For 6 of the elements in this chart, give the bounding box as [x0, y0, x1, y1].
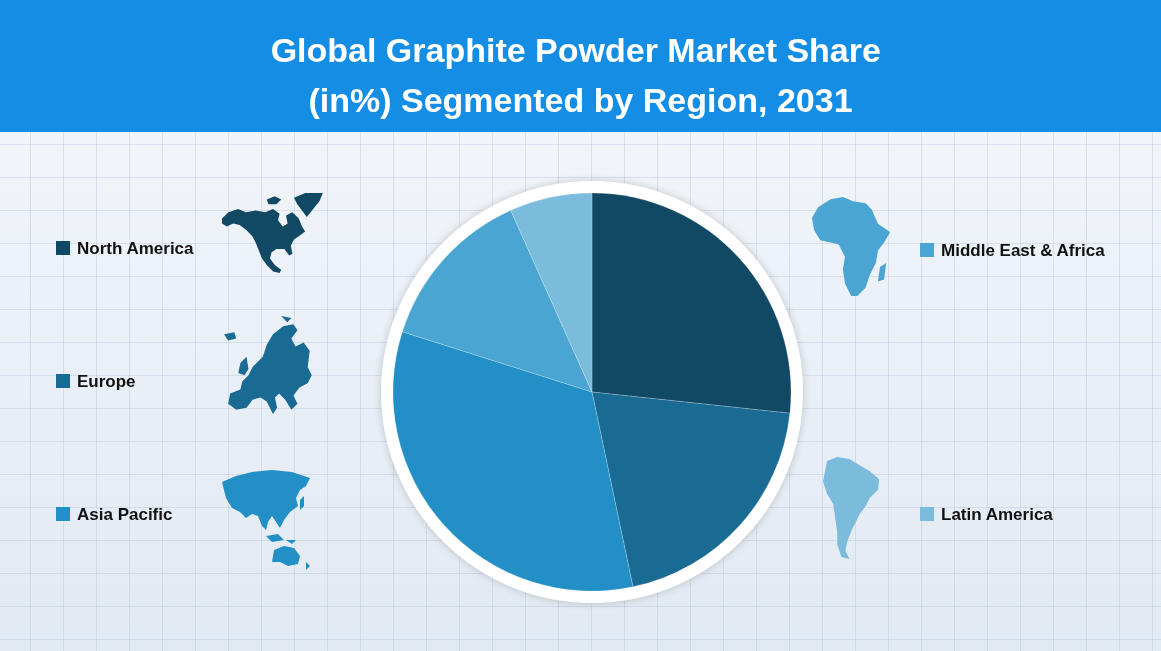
- legend-label: Middle East & Africa: [941, 240, 1106, 260]
- legend-label: North America: [77, 238, 195, 258]
- legend-label: Asia Pacific: [77, 504, 173, 524]
- legend-label: Europe: [77, 371, 136, 391]
- chart-title: Global Graphite Powder Market Share (in%) Segmented by Region, 2031: [270, 31, 891, 119]
- legend-label: Latin America: [941, 504, 1054, 524]
